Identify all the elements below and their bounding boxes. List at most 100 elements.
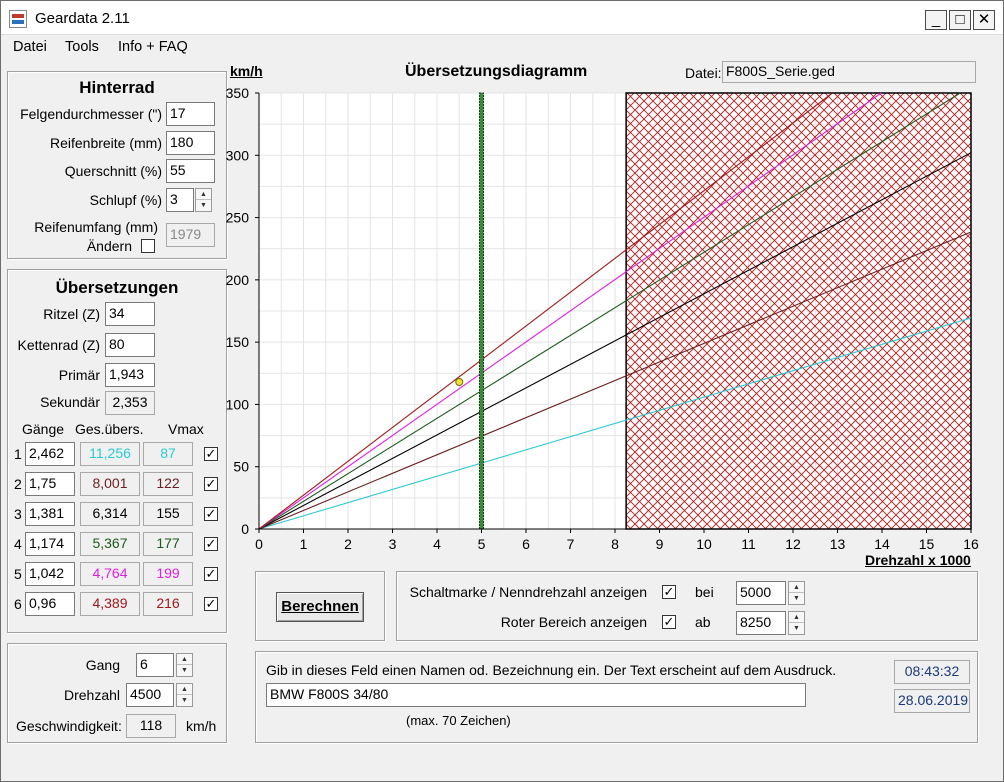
primaer-input[interactable]: 1,943	[105, 363, 155, 387]
stepper-down-icon[interactable]: ▼	[200, 202, 207, 209]
x-tick-label: 13	[830, 536, 846, 552]
ritzel-label: Ritzel (Z)	[43, 306, 100, 322]
gear-total-ratio: 5,367	[80, 532, 140, 556]
gear-visible-checkbox[interactable]: ✓	[204, 596, 218, 611]
menu-info-faq[interactable]: Info + FAQ	[118, 39, 188, 55]
aendern-checkbox[interactable]	[141, 239, 155, 253]
stepper-up-icon[interactable]: ▲	[177, 654, 192, 665]
geschw-value: 118	[126, 714, 176, 738]
stepper-up-icon[interactable]: ▲	[789, 612, 804, 623]
berechnen-panel: Berechnen	[255, 571, 385, 641]
breite-input[interactable]: 180	[166, 131, 215, 155]
minimize-button[interactable]: _	[925, 10, 947, 30]
y-tick-label: 350	[226, 85, 250, 101]
gear-number: 4	[14, 536, 22, 552]
gear-visible-checkbox[interactable]: ✓	[204, 566, 218, 581]
gear-total-ratio: 11,256	[80, 442, 140, 466]
gear-visible-checkbox[interactable]: ✓	[204, 446, 218, 461]
gear-vmax: 155	[143, 502, 193, 526]
gear-vmax: 216	[143, 592, 193, 616]
gear-visible-checkbox[interactable]: ✓	[204, 506, 218, 521]
gear-visible-checkbox[interactable]: ✓	[204, 476, 218, 491]
bei-label: bei	[695, 584, 714, 600]
roter-bereich-checkbox[interactable]: ✓	[662, 614, 676, 629]
gang-stepper[interactable]: ▲ ▼	[176, 653, 193, 677]
gear-ratio-input[interactable]: 1,042	[25, 562, 75, 586]
calc-panel: Gang 6 ▲ ▼ Drehzahl 4500 ▲ ▼ Geschwindig…	[7, 643, 227, 743]
stepper-up-icon[interactable]: ▲	[789, 582, 804, 593]
stepper-down-icon[interactable]: ▼	[793, 595, 800, 602]
ab-input[interactable]: 8250	[736, 611, 786, 635]
ritzel-input[interactable]: 34	[105, 302, 155, 326]
stepper-down-icon[interactable]: ▼	[181, 697, 188, 704]
col-gaenge: Gänge	[22, 421, 65, 437]
stepper-down-icon[interactable]: ▼	[793, 625, 800, 632]
x-tick-label: 15	[919, 536, 935, 552]
gear-number: 2	[14, 476, 22, 492]
ab-stepper[interactable]: ▲ ▼	[788, 611, 805, 635]
x-tick-label: 10	[696, 536, 712, 552]
sekundaer-value: 2,353	[105, 391, 155, 415]
date-display: 28.06.2019	[894, 689, 970, 713]
drehzahl-stepper[interactable]: ▲ ▼	[176, 683, 193, 707]
gear-visible-checkbox[interactable]: ✓	[204, 536, 218, 551]
schlupf-stepper[interactable]: ▲ ▼	[195, 188, 212, 212]
gang-input[interactable]: 6	[136, 653, 174, 677]
y-tick-label: 250	[226, 210, 250, 226]
x-tick-label: 11	[741, 536, 756, 552]
note-input[interactable]: BMW F800S 34/80	[266, 683, 806, 707]
title-bar: Geardata 2.11 _ □ ✕	[1, 1, 1003, 35]
bei-stepper[interactable]: ▲ ▼	[788, 581, 805, 605]
geschw-unit: km/h	[186, 718, 217, 734]
stepper-up-icon[interactable]: ▲	[196, 189, 211, 200]
app-logo-icon	[9, 10, 27, 28]
file-label: Datei:	[685, 65, 722, 81]
gear-3-line	[258, 152, 972, 530]
x-axis-label: Drehzahl x 1000	[865, 552, 971, 568]
x-tick-label: 4	[433, 536, 441, 552]
stepper-down-icon[interactable]: ▼	[181, 667, 188, 674]
gear-ratio-input[interactable]: 1,75	[25, 472, 75, 496]
drehzahl-label: Drehzahl	[63, 687, 120, 703]
gear-ratio-input[interactable]: 2,462	[25, 442, 75, 466]
bei-input[interactable]: 5000	[736, 581, 786, 605]
maximize-button[interactable]: □	[949, 10, 971, 30]
gear-total-ratio: 4,389	[80, 592, 140, 616]
x-tick-label: 14	[874, 536, 890, 552]
schaltmarke-label: Schaltmarke / Nenndrehzahl anzeigen	[409, 584, 647, 600]
x-tick-label: 0	[255, 536, 263, 552]
stepper-up-icon[interactable]: ▲	[177, 684, 192, 695]
gear-5-line	[258, 92, 882, 530]
felge-input[interactable]: 17	[166, 102, 215, 126]
x-tick-label: 7	[567, 536, 575, 552]
schlupf-input[interactable]: 3	[166, 188, 194, 212]
gear-ratio-input[interactable]: 0,96	[25, 592, 75, 616]
roter-bereich-label: Roter Bereich anzeigen	[500, 614, 647, 630]
kettenrad-label: Kettenrad (Z)	[17, 337, 100, 353]
gear-number: 3	[14, 506, 22, 522]
quer-input[interactable]: 55	[166, 159, 215, 183]
gear-number: 1	[14, 446, 22, 462]
gear-number: 6	[14, 596, 22, 612]
drehzahl-input[interactable]: 4500	[126, 683, 174, 707]
close-button[interactable]: ✕	[973, 10, 995, 30]
x-tick-label: 8	[611, 536, 619, 552]
x-tick-label: 12	[785, 536, 801, 552]
gear-ratio-input[interactable]: 1,381	[25, 502, 75, 526]
schaltmarke-checkbox[interactable]: ✓	[662, 584, 676, 599]
gang-label: Gang	[85, 657, 120, 673]
gear-6-line	[258, 92, 833, 530]
gear-total-ratio: 4,764	[80, 562, 140, 586]
x-tick-label: 16	[963, 536, 979, 552]
menu-tools[interactable]: Tools	[65, 39, 99, 55]
col-gesuebers: Ges.übers.	[75, 421, 144, 437]
y-axis-unit-label: km/h	[230, 63, 263, 79]
gear-ratio-input[interactable]: 1,174	[25, 532, 75, 556]
y-tick-label: 300	[226, 147, 250, 163]
gear-4-line	[258, 92, 961, 530]
ab-label: ab	[695, 614, 711, 630]
menu-datei[interactable]: Datei	[13, 39, 47, 55]
berechnen-button[interactable]: Berechnen	[276, 592, 364, 622]
kettenrad-input[interactable]: 80	[105, 333, 155, 357]
